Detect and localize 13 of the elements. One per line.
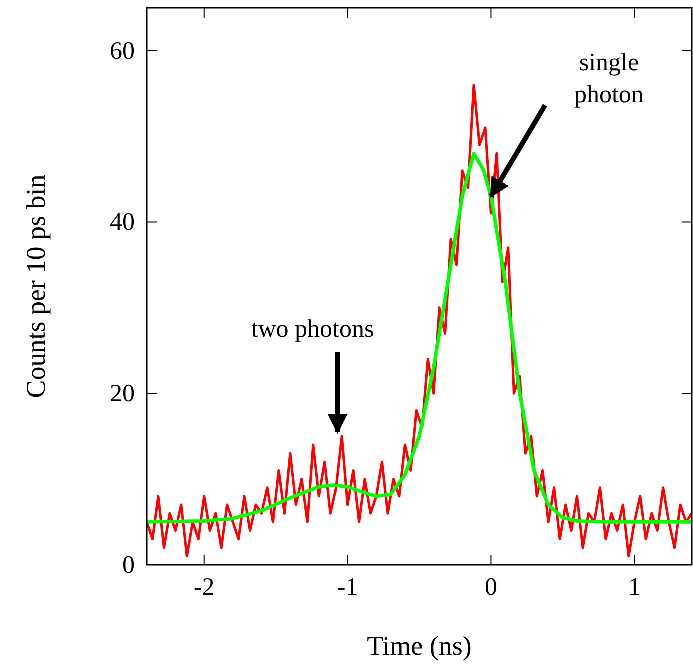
y-tick-label: 40 xyxy=(110,209,135,236)
x-tick-label: 0 xyxy=(484,574,498,601)
line-series xyxy=(147,152,692,524)
x-axis-title: Time (ns) xyxy=(367,631,472,661)
x-tick-label: 1 xyxy=(628,574,641,601)
x-tick-label: -1 xyxy=(337,574,358,601)
y-axis-title: Counts per 10 ps bin xyxy=(21,174,51,398)
x-tick-label: -2 xyxy=(194,574,215,601)
y-tick-label: 20 xyxy=(110,380,135,408)
annotation: two photons xyxy=(251,316,374,344)
y-tick-label: 60 xyxy=(110,38,135,65)
y-tick-label: 0 xyxy=(122,552,135,579)
annotation: single photon xyxy=(574,50,644,109)
